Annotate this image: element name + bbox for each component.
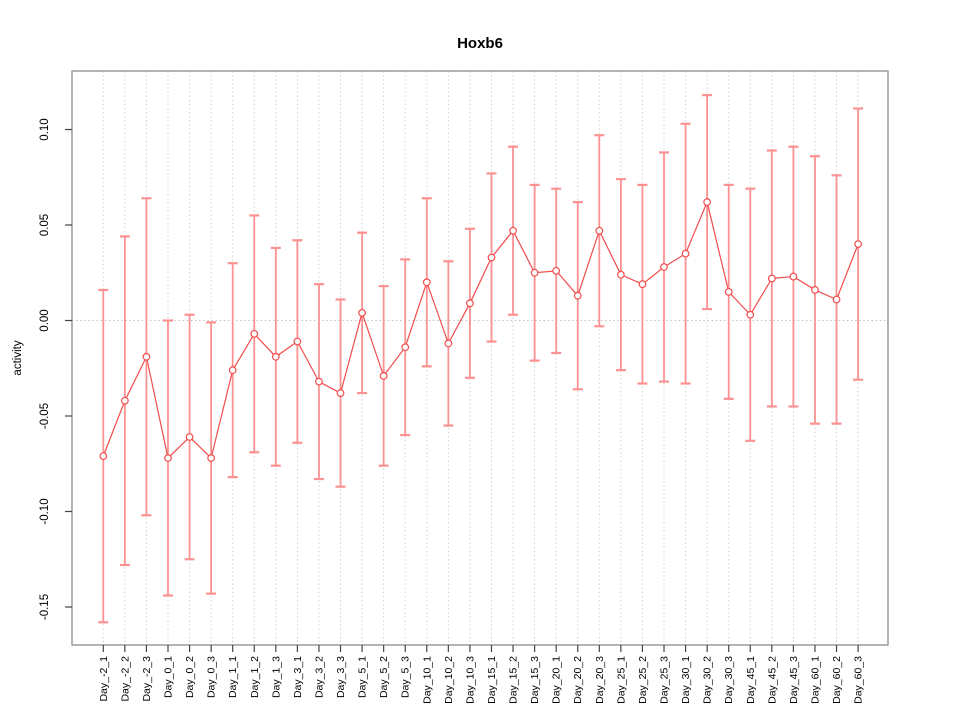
x-tick-label: Day_30_3 bbox=[723, 656, 735, 704]
data-point bbox=[552, 266, 561, 275]
chart-title: Hoxb6 bbox=[457, 35, 503, 52]
y-axis-title: activity bbox=[12, 340, 24, 375]
x-tick-label: Day_3_3 bbox=[335, 656, 347, 698]
data-point bbox=[250, 329, 259, 338]
y-tick-label: -0.10 bbox=[39, 498, 51, 524]
x-tick-label: Day_10_1 bbox=[421, 656, 433, 704]
series-line bbox=[102, 200, 859, 460]
y-tick-label: 0.05 bbox=[39, 214, 51, 236]
plot-border bbox=[71, 70, 889, 646]
data-point bbox=[315, 377, 323, 386]
x-tick-label: Day_5_1 bbox=[357, 656, 369, 698]
x-tick-label: Day_10_2 bbox=[443, 656, 455, 704]
x-tick-label: Day_15_2 bbox=[508, 656, 520, 704]
x-tick-label: Day_5_3 bbox=[400, 656, 412, 698]
data-point bbox=[573, 291, 582, 300]
data-point bbox=[595, 226, 604, 235]
x-tick-label: Day_20_3 bbox=[594, 656, 606, 704]
x-tick-label: Day_45_1 bbox=[745, 656, 757, 704]
data-points bbox=[99, 198, 862, 462]
x-axis: Day_-2_1 Day_-2_2 Day_-2_3 Day_0_1 Day_0_2 Da… bbox=[98, 645, 865, 704]
data-point bbox=[99, 452, 108, 461]
x-tick-label: Day_5_2 bbox=[378, 656, 390, 698]
data-point bbox=[703, 198, 712, 206]
x-tick-label: Day_25_1 bbox=[615, 656, 627, 704]
data-point bbox=[811, 286, 819, 294]
x-tick-label: Day_45_2 bbox=[766, 656, 778, 704]
x-tick-label: Day_30_1 bbox=[680, 656, 692, 704]
data-point bbox=[638, 280, 647, 289]
x-tick-label: Day_1_2 bbox=[249, 656, 261, 698]
x-tick-label: Day_25_3 bbox=[659, 656, 671, 704]
data-point bbox=[120, 396, 129, 405]
data-point bbox=[854, 240, 862, 249]
data-point bbox=[336, 389, 345, 397]
data-point bbox=[207, 454, 216, 462]
x-tick-label: Day_20_2 bbox=[572, 656, 584, 704]
data-point bbox=[228, 366, 237, 375]
x-tick-label: Day_60_3 bbox=[853, 656, 865, 704]
x-tick-label: Day_0_3 bbox=[206, 656, 218, 698]
data-point bbox=[466, 299, 474, 308]
data-point bbox=[164, 454, 172, 462]
data-point bbox=[681, 249, 690, 258]
x-tick-label: Day_45_3 bbox=[788, 656, 800, 704]
x-tick-label: Day_30_2 bbox=[702, 656, 714, 704]
data-point bbox=[422, 278, 431, 287]
data-point bbox=[530, 268, 539, 277]
x-tick-label: Day_60_1 bbox=[809, 656, 821, 704]
y-tick-label: 0.00 bbox=[39, 309, 51, 331]
y-axis: 0.10 0.05 0.00 -0.05 -0.10 -0.15 bbox=[39, 118, 72, 620]
data-point bbox=[293, 337, 302, 346]
data-point bbox=[271, 352, 280, 361]
x-tick-label: Day_20_1 bbox=[551, 656, 563, 704]
data-point bbox=[185, 433, 194, 441]
data-point bbox=[789, 272, 798, 281]
x-tick-label: Day_3_2 bbox=[313, 656, 325, 698]
x-tick-label: Day_25_2 bbox=[637, 656, 649, 704]
data-point bbox=[379, 371, 388, 380]
data-point bbox=[832, 295, 841, 304]
x-tick-label: Day_10_3 bbox=[464, 656, 476, 704]
x-tick-label: Day_3_1 bbox=[292, 656, 304, 698]
data-point bbox=[444, 339, 453, 348]
x-tick-label: Day_-2_2 bbox=[119, 656, 131, 702]
data-point bbox=[724, 287, 733, 296]
data-point bbox=[509, 226, 517, 235]
y-tick-label: -0.05 bbox=[39, 403, 51, 429]
data-point bbox=[142, 352, 151, 361]
error-bars bbox=[98, 94, 864, 624]
x-tick-label: Day_-2_1 bbox=[98, 656, 110, 702]
data-point bbox=[660, 263, 668, 271]
x-tick-label: Day_15_3 bbox=[529, 656, 541, 704]
x-tick-label: Day_0_2 bbox=[184, 656, 196, 698]
data-point bbox=[767, 274, 776, 283]
x-tick-label: Day_1_1 bbox=[227, 656, 239, 698]
data-point bbox=[358, 308, 366, 317]
data-point bbox=[487, 253, 496, 262]
x-tick-label: Day_-2_3 bbox=[141, 656, 153, 702]
data-point bbox=[746, 310, 755, 319]
x-tick-label: Day_15_1 bbox=[486, 656, 498, 704]
x-tick-label: Day_60_2 bbox=[831, 656, 843, 704]
data-point bbox=[401, 343, 410, 352]
y-tick-label: 0.10 bbox=[39, 118, 51, 140]
x-tick-label: Day_0_1 bbox=[162, 656, 174, 698]
y-tick-label: -0.15 bbox=[39, 594, 51, 620]
x-tick-label: Day_1_3 bbox=[270, 656, 282, 698]
data-point bbox=[616, 270, 625, 279]
